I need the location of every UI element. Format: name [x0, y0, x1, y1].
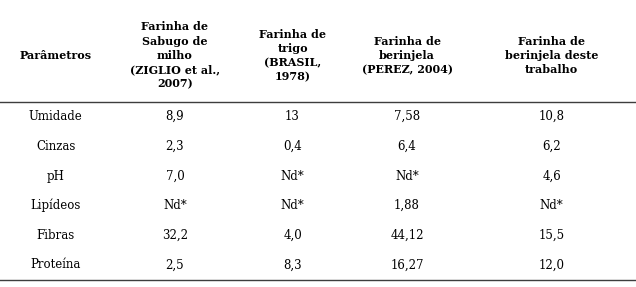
- Text: Farinha de
trigo
(BRASIL,
1978): Farinha de trigo (BRASIL, 1978): [259, 28, 326, 82]
- Text: Nd*: Nd*: [280, 170, 305, 183]
- Text: 13: 13: [285, 110, 300, 123]
- Text: Fibras: Fibras: [36, 229, 75, 242]
- Text: 4,6: 4,6: [543, 170, 561, 183]
- Text: Farinha de
berinjela
(PEREZ, 2004): Farinha de berinjela (PEREZ, 2004): [361, 36, 453, 75]
- Text: 44,12: 44,12: [391, 229, 424, 242]
- Text: 6,2: 6,2: [543, 140, 561, 153]
- Text: 8,3: 8,3: [283, 259, 302, 272]
- Text: 4,0: 4,0: [283, 229, 302, 242]
- Text: 2,5: 2,5: [165, 259, 184, 272]
- Text: 0,4: 0,4: [283, 140, 302, 153]
- Text: 15,5: 15,5: [539, 229, 565, 242]
- Text: 32,2: 32,2: [162, 229, 188, 242]
- Text: Lipídeos: Lipídeos: [31, 199, 81, 212]
- Text: 7,0: 7,0: [165, 170, 184, 183]
- Text: Cinzas: Cinzas: [36, 140, 75, 153]
- Text: Farinha de
Sabugo de
milho
(ZIGLIO et al.,
2007): Farinha de Sabugo de milho (ZIGLIO et al…: [130, 22, 220, 89]
- Text: 1,88: 1,88: [394, 199, 420, 212]
- Text: pH: pH: [46, 170, 65, 183]
- Text: 8,9: 8,9: [165, 110, 184, 123]
- Text: Nd*: Nd*: [395, 170, 419, 183]
- Text: 2,3: 2,3: [165, 140, 184, 153]
- Text: Nd*: Nd*: [280, 199, 305, 212]
- Text: 10,8: 10,8: [539, 110, 565, 123]
- Text: Umidade: Umidade: [29, 110, 83, 123]
- Text: 6,4: 6,4: [398, 140, 417, 153]
- Text: Proteína: Proteína: [31, 259, 81, 272]
- Text: Parâmetros: Parâmetros: [20, 50, 92, 61]
- Text: 16,27: 16,27: [391, 259, 424, 272]
- Text: Nd*: Nd*: [163, 199, 187, 212]
- Text: Nd*: Nd*: [540, 199, 563, 212]
- Text: Farinha de
berinjela deste
trabalho: Farinha de berinjela deste trabalho: [505, 36, 598, 75]
- Text: 7,58: 7,58: [394, 110, 420, 123]
- Text: 12,0: 12,0: [539, 259, 565, 272]
